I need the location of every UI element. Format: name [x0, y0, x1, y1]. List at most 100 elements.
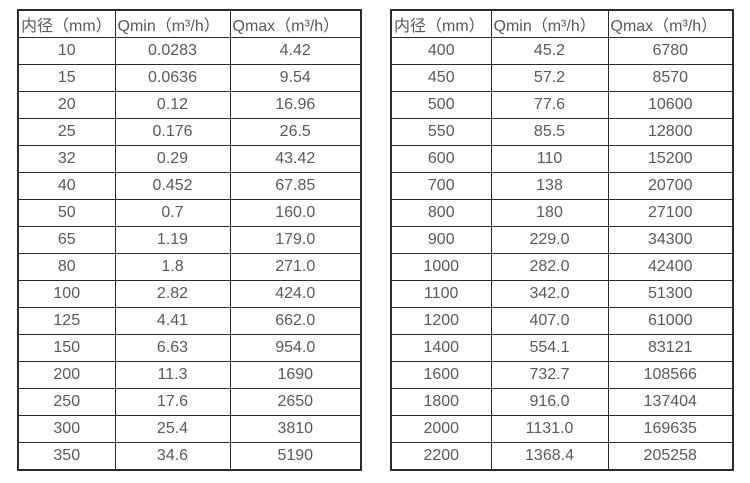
table-row: 1200 407.0 61000 [390, 307, 734, 335]
table-cell: 200 [17, 361, 116, 389]
header-row: 内径（mm） Qmin（m³/h） Qmax（m³/h） [390, 9, 734, 38]
table-cell: 65 [17, 226, 116, 254]
table-row: 80 1.8 271.0 [17, 253, 362, 281]
flow-table-large-diameters: 内径（mm） Qmin（m³/h） Qmax（m³/h） 400 45.2 6780… [390, 9, 734, 471]
table-cell: 67.85 [229, 172, 362, 200]
table-cell: 300 [17, 415, 116, 443]
flow-table-small-diameters: 内径（mm） Qmin（m³/h） Qmax（m³/h） 10 0.0283 4.4… [17, 9, 362, 471]
table-cell: 550 [390, 118, 492, 146]
table-cell: 42400 [607, 253, 734, 281]
column-header-qmin: Qmin（m³/h） [114, 9, 231, 38]
table-cell: 4.42 [229, 37, 362, 65]
table-row: 350 34.6 5190 [17, 442, 362, 471]
table-row: 500 77.6 10600 [390, 91, 734, 119]
table-cell: 32 [17, 145, 116, 173]
table-cell: 1400 [390, 334, 492, 362]
table-cell: 250 [17, 388, 116, 416]
table-cell: 1800 [390, 388, 492, 416]
table-cell: 350 [17, 442, 116, 471]
table-cell: 662.0 [229, 307, 362, 335]
table-header: 内径（mm） Qmin（m³/h） Qmax（m³/h） [390, 9, 734, 38]
table-cell: 2650 [229, 388, 362, 416]
table-cell: 180 [490, 199, 609, 227]
table-cell: 0.29 [114, 145, 231, 173]
table-header: 内径（mm） Qmin（m³/h） Qmax（m³/h） [17, 9, 362, 38]
table-row: 1000 282.0 42400 [390, 253, 734, 281]
table-cell: 900 [390, 226, 492, 254]
table-cell: 16.96 [229, 91, 362, 119]
table-cell: 500 [390, 91, 492, 119]
table-cell: 424.0 [229, 280, 362, 308]
table-cell: 10 [17, 37, 116, 65]
table-row: 150 6.63 954.0 [17, 334, 362, 362]
table-cell: 0.0283 [114, 37, 231, 65]
table-cell: 732.7 [490, 361, 609, 389]
table-cell: 1000 [390, 253, 492, 281]
table-cell: 50 [17, 199, 116, 227]
table-cell: 43.42 [229, 145, 362, 173]
table-row: 600 110 15200 [390, 145, 734, 173]
column-header-qmin: Qmin（m³/h） [490, 9, 609, 38]
table-cell: 5190 [229, 442, 362, 471]
table-row: 1800 916.0 137404 [390, 388, 734, 416]
table-cell: 85.5 [490, 118, 609, 146]
table-cell: 271.0 [229, 253, 362, 281]
table-body: 400 45.2 6780 450 57.2 8570 500 77.6 10600 550 85.… [390, 37, 734, 471]
table-row: 65 1.19 179.0 [17, 226, 362, 254]
table-row: 10 0.0283 4.42 [17, 37, 362, 65]
table-cell: 1600 [390, 361, 492, 389]
table-cell: 0.452 [114, 172, 231, 200]
table-cell: 26.5 [229, 118, 362, 146]
table-cell: 137404 [607, 388, 734, 416]
table-cell: 108566 [607, 361, 734, 389]
table-cell: 342.0 [490, 280, 609, 308]
table-cell: 25.4 [114, 415, 231, 443]
table-cell: 554.1 [490, 334, 609, 362]
table-cell: 138 [490, 172, 609, 200]
table-row: 900 229.0 34300 [390, 226, 734, 254]
table-row: 250 17.6 2650 [17, 388, 362, 416]
table-cell: 700 [390, 172, 492, 200]
table-cell: 11.3 [114, 361, 231, 389]
table-cell: 179.0 [229, 226, 362, 254]
table-row: 2000 1131.0 169635 [390, 415, 734, 443]
table-cell: 83121 [607, 334, 734, 362]
table-cell: 15200 [607, 145, 734, 173]
table-row: 50 0.7 160.0 [17, 199, 362, 227]
table-row: 1600 732.7 108566 [390, 361, 734, 389]
table-cell: 34300 [607, 226, 734, 254]
column-header-qmax: Qmax（m³/h） [229, 9, 362, 38]
table-cell: 3810 [229, 415, 362, 443]
table-cell: 34.6 [114, 442, 231, 471]
table-cell: 1100 [390, 280, 492, 308]
table-cell: 125 [17, 307, 116, 335]
table-cell: 1690 [229, 361, 362, 389]
table-cell: 205258 [607, 442, 734, 471]
table-cell: 25 [17, 118, 116, 146]
table-cell: 160.0 [229, 199, 362, 227]
table-cell: 0.7 [114, 199, 231, 227]
table-cell: 0.176 [114, 118, 231, 146]
table-row: 450 57.2 8570 [390, 64, 734, 92]
table-cell: 400 [390, 37, 492, 65]
table-cell: 2200 [390, 442, 492, 471]
table-cell: 0.0636 [114, 64, 231, 92]
table-cell: 27100 [607, 199, 734, 227]
table-cell: 17.6 [114, 388, 231, 416]
table-row: 1400 554.1 83121 [390, 334, 734, 362]
table-row: 200 11.3 1690 [17, 361, 362, 389]
table-cell: 10600 [607, 91, 734, 119]
table-cell: 169635 [607, 415, 734, 443]
table-row: 100 2.82 424.0 [17, 280, 362, 308]
column-header-diameter: 内径（mm） [17, 9, 116, 38]
table-cell: 2000 [390, 415, 492, 443]
table-row: 1100 342.0 51300 [390, 280, 734, 308]
table-cell: 8570 [607, 64, 734, 92]
table-cell: 4.41 [114, 307, 231, 335]
table-cell: 282.0 [490, 253, 609, 281]
table-row: 800 180 27100 [390, 199, 734, 227]
table-cell: 110 [490, 145, 609, 173]
table-cell: 1200 [390, 307, 492, 335]
table-cell: 9.54 [229, 64, 362, 92]
